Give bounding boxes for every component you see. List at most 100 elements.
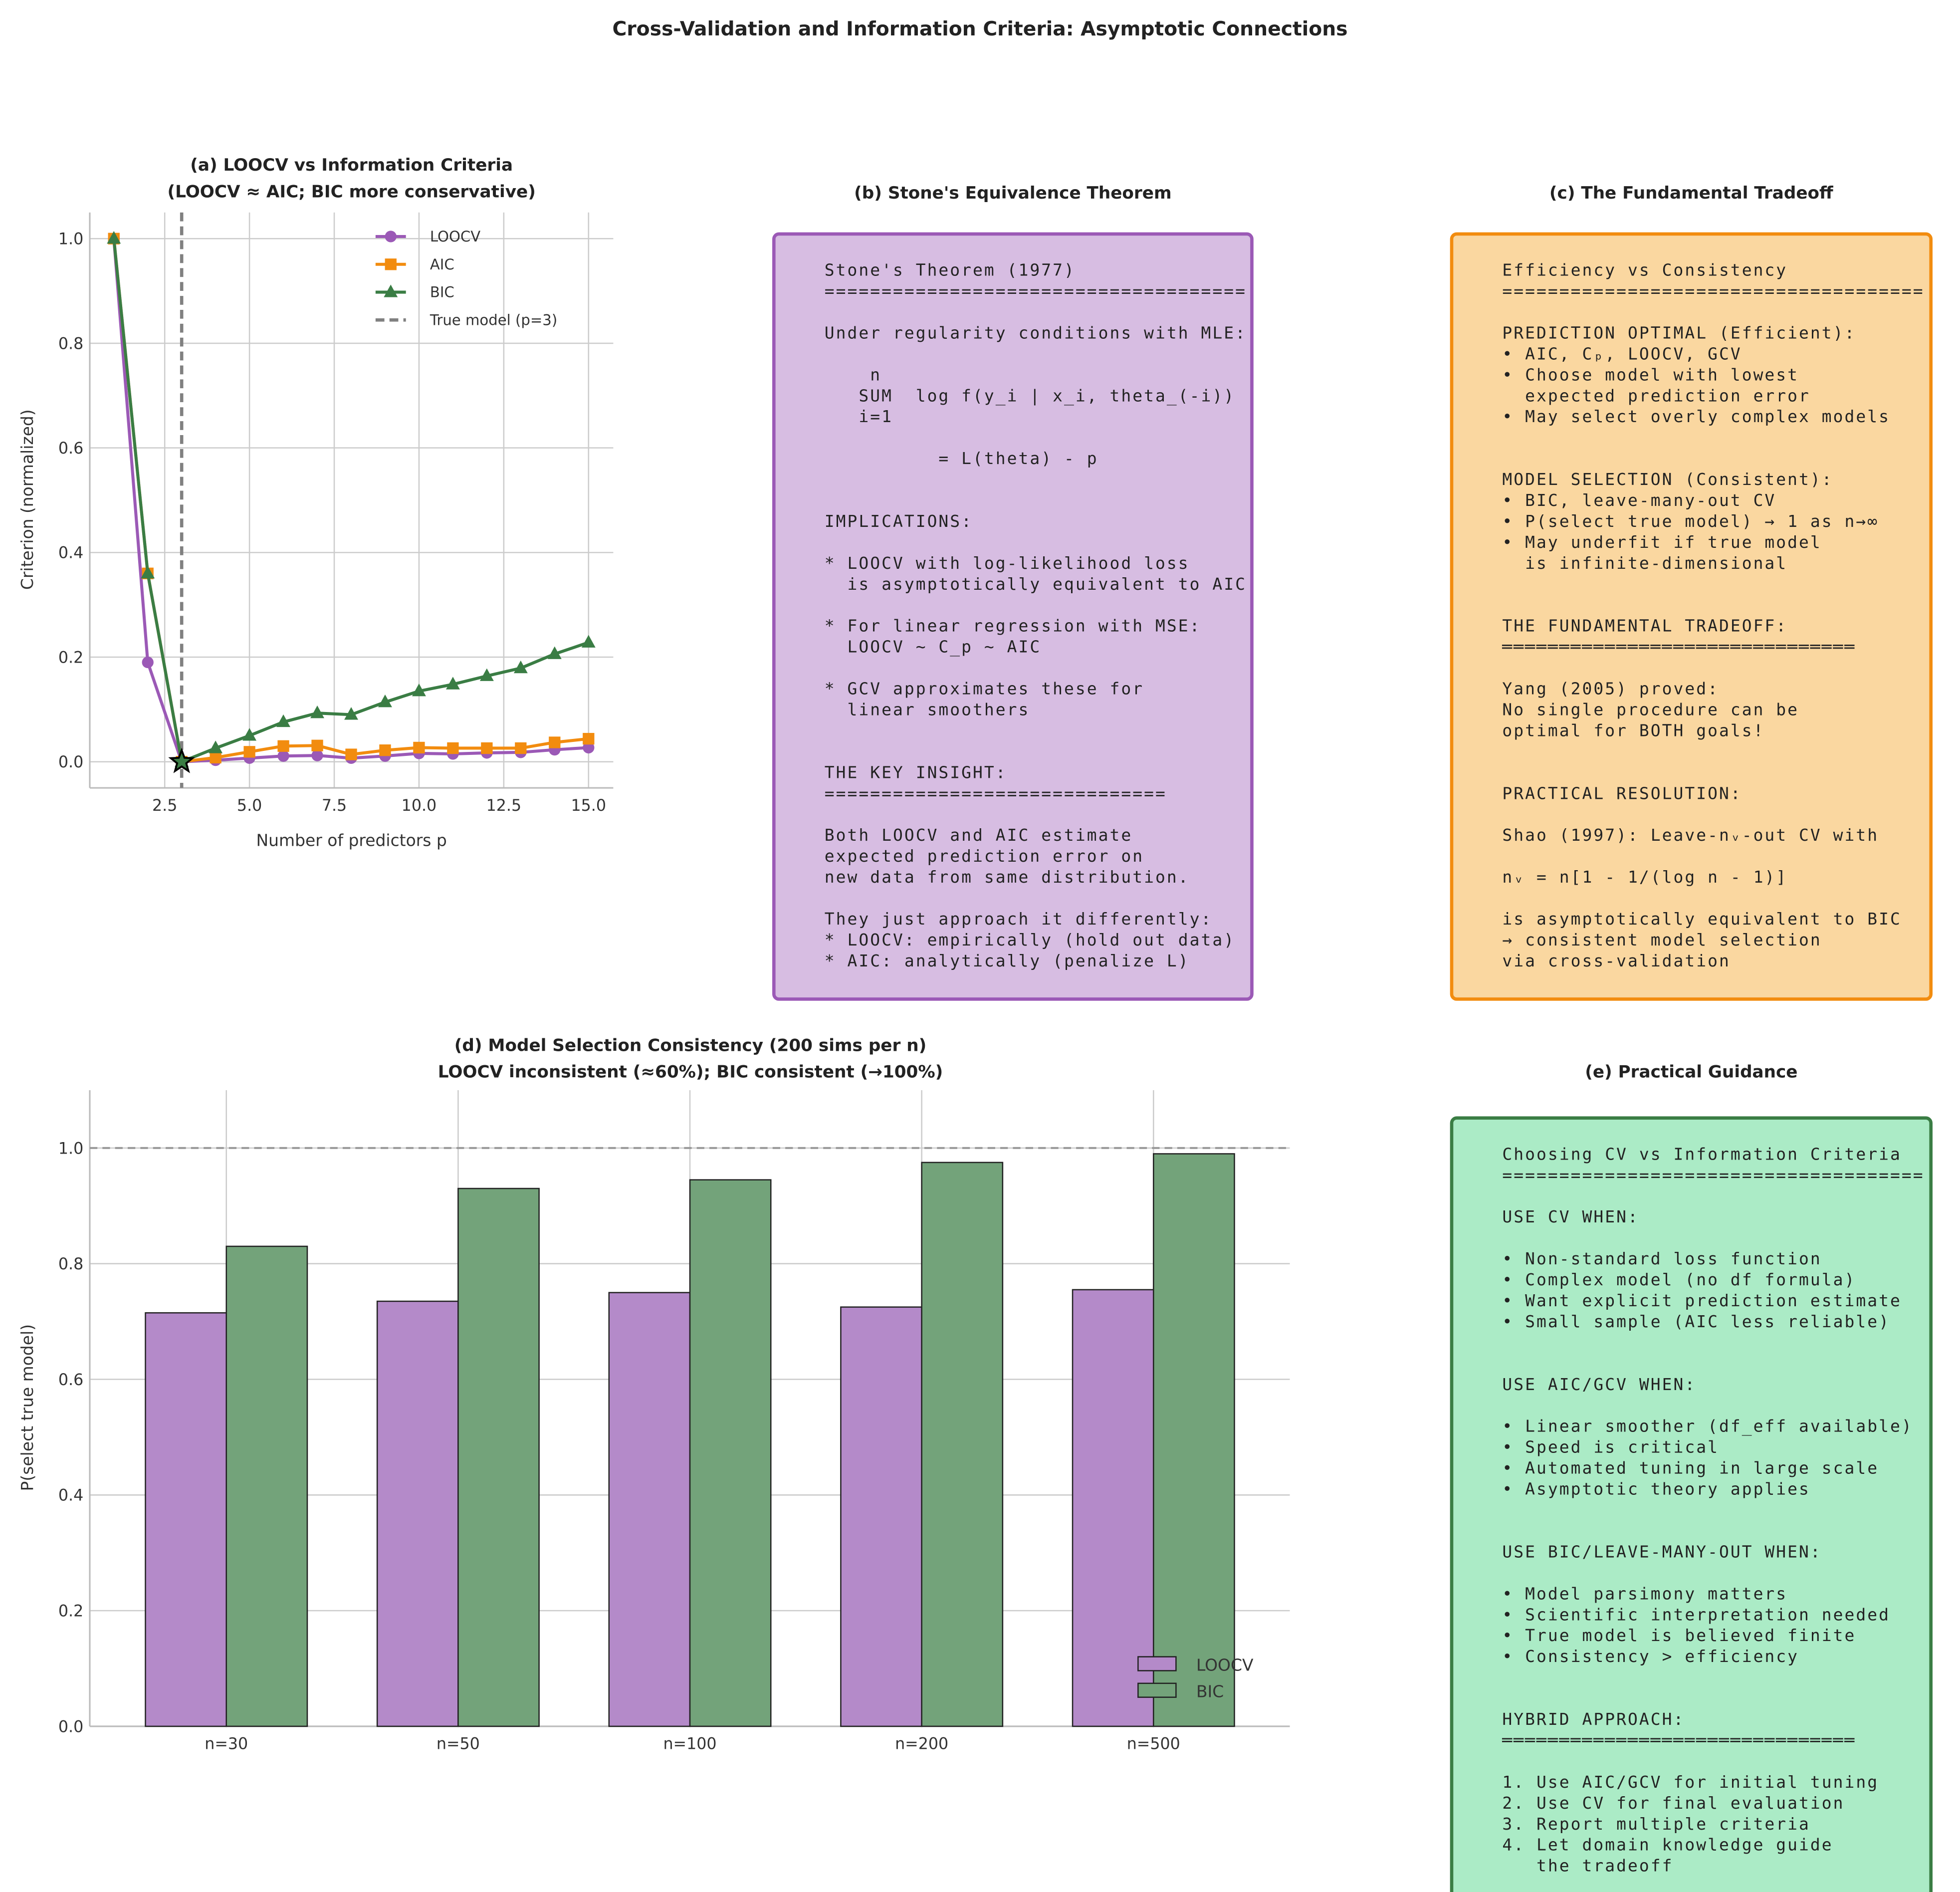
bar	[689, 1179, 772, 1727]
text-line: • True model is believed finite	[1502, 1626, 1856, 1645]
text-line: IMPLICATIONS:	[825, 511, 973, 531]
data-point	[345, 748, 357, 760]
x-tick-label: 10.0	[402, 797, 437, 815]
text-line: PREDICTION OPTIMAL (Efficient):	[1502, 323, 1856, 342]
legend-label: LOOCV	[1196, 1655, 1254, 1674]
panel-d-title-line: LOOCV inconsistent (≈60%); BIC consisten…	[438, 1062, 943, 1082]
text-line: • Scientific interpretation needed	[1502, 1605, 1890, 1624]
panel-b-text-box: (b) Stone's Equivalence Theorem Stone's T…	[772, 183, 1254, 1001]
data-point	[344, 707, 358, 720]
legend: LOOCV BIC	[1137, 1655, 1254, 1701]
text-line: SUM log f(y_i | x_i, theta_(-i))	[825, 386, 1235, 406]
text-line: ═══════════════════════════════	[1502, 1730, 1856, 1750]
x-axis-label: Number of predictors p	[256, 831, 447, 850]
text-line: =====================================	[1502, 1165, 1924, 1184]
panel-e-box	[1450, 1116, 1933, 1892]
data-point	[142, 656, 154, 669]
data-point	[583, 741, 595, 754]
y-tick-label: 1.0	[58, 1140, 83, 1158]
text-line: • Complex model (no df formula)	[1502, 1270, 1856, 1289]
data-point	[379, 744, 391, 756]
bar	[608, 1292, 691, 1727]
text-line: nᵥ = n[1 - 1/(log n - 1)]	[1502, 867, 1787, 887]
text-line: • Non-standard loss function	[1502, 1249, 1821, 1268]
x-tick-label: n=30	[205, 1735, 248, 1753]
x-tick-label: n=500	[1127, 1735, 1180, 1753]
text-line: USE CV WHEN:	[1502, 1207, 1639, 1226]
panel-c-box	[1450, 232, 1933, 1001]
text-line: • Asymptotic theory applies	[1502, 1479, 1810, 1499]
data-point	[549, 736, 561, 748]
text-line: PRACTICAL RESOLUTION:	[1502, 783, 1742, 803]
bar	[840, 1306, 922, 1727]
text-line: expected prediction error on	[825, 846, 1144, 866]
data-point	[243, 746, 255, 758]
text-line: • Want explicit prediction estimate	[1502, 1291, 1902, 1310]
text-line: 2. Use CV for final evaluation	[1502, 1793, 1844, 1813]
text-line: LOOCV ~ C_p ~ AIC	[825, 637, 1042, 657]
y-tick-label: 0.2	[58, 649, 83, 667]
text-line: Stone's Theorem (1977)	[825, 260, 1076, 280]
text-line: ==============================	[825, 783, 1167, 803]
y-tick-label: 0.4	[58, 544, 83, 562]
legend-label: BIC	[430, 284, 454, 301]
text-line: expected prediction error	[1502, 386, 1810, 405]
text-line: THE FUNDAMENTAL TRADEOFF:	[1502, 616, 1787, 636]
panel-e-title: (e) Practical Guidance	[1585, 1062, 1797, 1082]
data-point	[445, 677, 460, 690]
panel-b-box	[772, 232, 1254, 1001]
data-point	[311, 739, 323, 751]
data-point	[209, 740, 223, 753]
text-line: =====================================	[1502, 281, 1924, 301]
x-tick-label: 5.0	[237, 797, 262, 815]
x-tick-label: 12.5	[486, 797, 522, 815]
text-line: 1. Use AIC/GCV for initial tuning	[1502, 1772, 1879, 1792]
x-tick-label: n=50	[436, 1735, 480, 1753]
x-tick-label: 15.0	[571, 797, 607, 815]
legend-label: True model (p=3)	[430, 311, 557, 328]
text-line: via cross-validation	[1502, 951, 1730, 970]
y-tick-label: 0.0	[58, 1718, 83, 1736]
text-line: USE BIC/LEAVE-MANY-OUT WHEN:	[1502, 1542, 1821, 1561]
legend: LOOCV AIC BIC True model (p=3)	[375, 228, 557, 328]
data-point	[413, 741, 425, 754]
legend-marker	[385, 231, 397, 242]
legend-marker	[385, 258, 397, 270]
text-line: They just approach it differently:	[825, 909, 1213, 929]
panel-a-line-chart: (a) LOOCV vs Information Criteria (LOOCV …	[17, 155, 614, 850]
text-line: • Automated tuning in large scale	[1502, 1458, 1879, 1478]
data-point	[513, 660, 528, 674]
text-line: is asymptotically equivalent to AIC	[825, 574, 1247, 594]
legend-swatch	[1137, 1682, 1177, 1698]
legend-label: BIC	[1196, 1682, 1224, 1701]
data-point	[141, 566, 155, 579]
data-point	[378, 694, 392, 708]
text-line: • Choose model with lowest	[1502, 365, 1799, 384]
text-line: ═══════════════════════════════	[1502, 637, 1856, 657]
text-line: Shao (1997): Leave-nᵥ-out CV with	[1502, 825, 1879, 845]
text-line: * LOOCV: empirically (hold out data)	[825, 930, 1235, 949]
y-tick-label: 0.6	[58, 1371, 83, 1389]
bar	[1153, 1153, 1235, 1727]
text-line: * For linear regression with MSE:	[825, 616, 1201, 636]
data-point	[107, 231, 121, 244]
text-line: linear smoothers	[825, 700, 1030, 719]
legend-marker	[384, 284, 398, 297]
text-line: • Small sample (AIC less reliable)	[1502, 1312, 1890, 1331]
data-point	[583, 732, 595, 745]
y-axis-label: Criterion (normalized)	[17, 409, 37, 590]
data-point	[412, 683, 426, 697]
data-point	[277, 750, 289, 762]
panel-e-text-box: (e) Practical Guidance Choosing CV vs Inf…	[1450, 1062, 1933, 1892]
text-line: HYBRID APPROACH:	[1502, 1709, 1685, 1729]
text-line: is infinite-dimensional	[1502, 553, 1787, 573]
text-line: • May underfit if true model	[1502, 532, 1821, 552]
text-line: * LOOCV with log-likelihood loss	[825, 553, 1190, 573]
text-line: No single procedure can be	[1502, 700, 1799, 719]
data-point	[310, 706, 324, 718]
text-line: • Consistency > efficiency	[1502, 1647, 1799, 1666]
text-line: 4. Let domain knowledge guide	[1502, 1835, 1833, 1855]
x-tick-label: 2.5	[152, 797, 177, 815]
data-point	[515, 742, 527, 754]
